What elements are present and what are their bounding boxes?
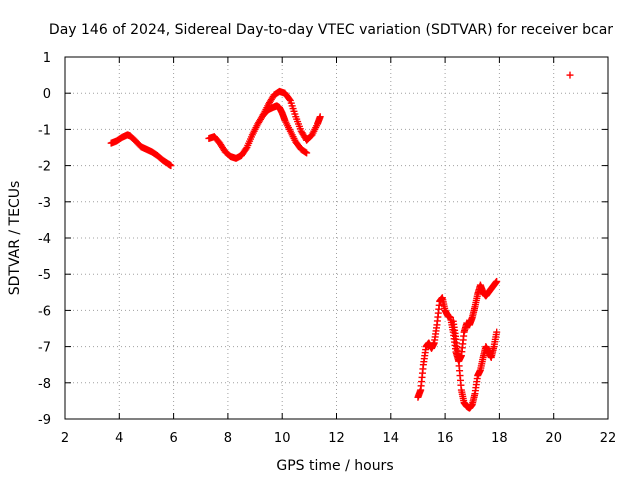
y-tick-label: -5 <box>38 268 51 283</box>
y-tick-label: -1 <box>38 123 51 138</box>
x-tick-label: 2 <box>61 431 69 446</box>
x-axis-label: GPS time / hours <box>276 458 393 474</box>
grid-lines <box>65 57 608 419</box>
data-point <box>285 95 293 103</box>
x-tick-label: 16 <box>437 431 454 446</box>
x-tick-label: 12 <box>328 431 345 446</box>
data-points <box>107 71 574 412</box>
y-tick-label: 0 <box>43 87 51 102</box>
data-point <box>493 328 501 336</box>
axis-ticks <box>64 56 609 420</box>
y-tick-label: -2 <box>38 160 51 175</box>
x-tick-label: 4 <box>115 431 123 446</box>
data-point <box>493 277 501 285</box>
x-tick-label: 6 <box>169 431 177 446</box>
data-point <box>303 149 311 157</box>
data-point <box>167 162 175 170</box>
y-tick-label: -8 <box>38 377 51 392</box>
y-tick-label: -4 <box>38 232 51 247</box>
y-tick-label: -3 <box>38 196 51 211</box>
x-tick-label: 22 <box>600 431 617 446</box>
x-tick-label: 8 <box>224 431 232 446</box>
chart-title: Day 146 of 2024, Sidereal Day-to-day VTE… <box>49 22 613 38</box>
x-tick-label: 18 <box>491 431 508 446</box>
x-tick-label: 14 <box>383 431 400 446</box>
y-axis-label: SDTVAR / TECUs <box>7 181 23 296</box>
y-tick-label: -9 <box>38 413 51 428</box>
x-tick-label: 20 <box>545 431 562 446</box>
x-tick-labels: 2 4 6 8 10 12 14 16 18 20 22 <box>61 431 616 446</box>
y-tick-label: -7 <box>38 341 51 356</box>
data-point <box>566 71 574 79</box>
y-tick-label: -6 <box>38 304 51 319</box>
data-point <box>316 113 324 121</box>
y-tick-label: 1 <box>43 51 51 66</box>
y-tick-labels: 1 0 -1 -2 -3 -4 -5 -6 -7 -8 -9 <box>38 51 51 428</box>
x-tick-label: 10 <box>274 431 291 446</box>
